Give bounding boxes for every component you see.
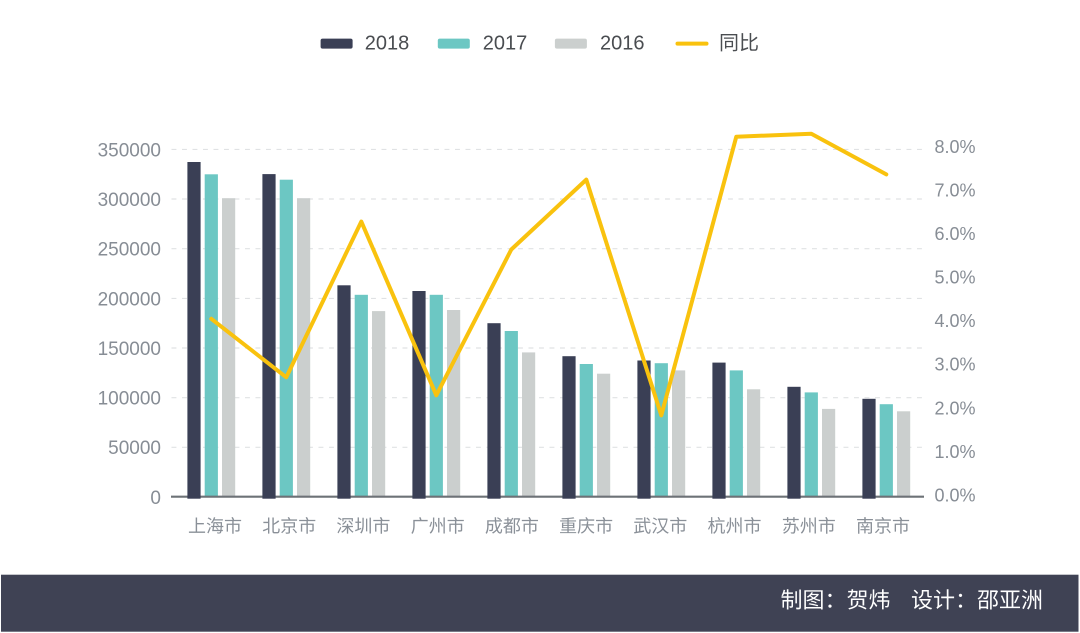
svg-text:200000: 200000 [98, 289, 161, 310]
svg-text:0.0%: 0.0% [935, 486, 976, 506]
svg-text:4.0%: 4.0% [935, 311, 976, 331]
svg-text:2018: 2018 [365, 32, 410, 54]
svg-text:6.0%: 6.0% [935, 224, 976, 244]
svg-text:0: 0 [150, 488, 161, 509]
svg-text:2.0%: 2.0% [935, 398, 976, 418]
svg-text:2016: 2016 [600, 32, 645, 54]
svg-text:150000: 150000 [98, 339, 161, 360]
svg-text:3.0%: 3.0% [935, 355, 976, 375]
svg-text:7.0%: 7.0% [935, 180, 976, 200]
svg-text:100000: 100000 [98, 389, 161, 410]
svg-text:1.0%: 1.0% [935, 442, 976, 462]
svg-text:300000: 300000 [98, 190, 161, 211]
svg-text:2017: 2017 [483, 32, 528, 54]
svg-text:250000: 250000 [98, 240, 161, 261]
svg-text:50000: 50000 [108, 438, 161, 459]
svg-text:8.0%: 8.0% [935, 137, 976, 157]
svg-text:350000: 350000 [98, 140, 161, 161]
svg-text:5.0%: 5.0% [935, 268, 976, 288]
